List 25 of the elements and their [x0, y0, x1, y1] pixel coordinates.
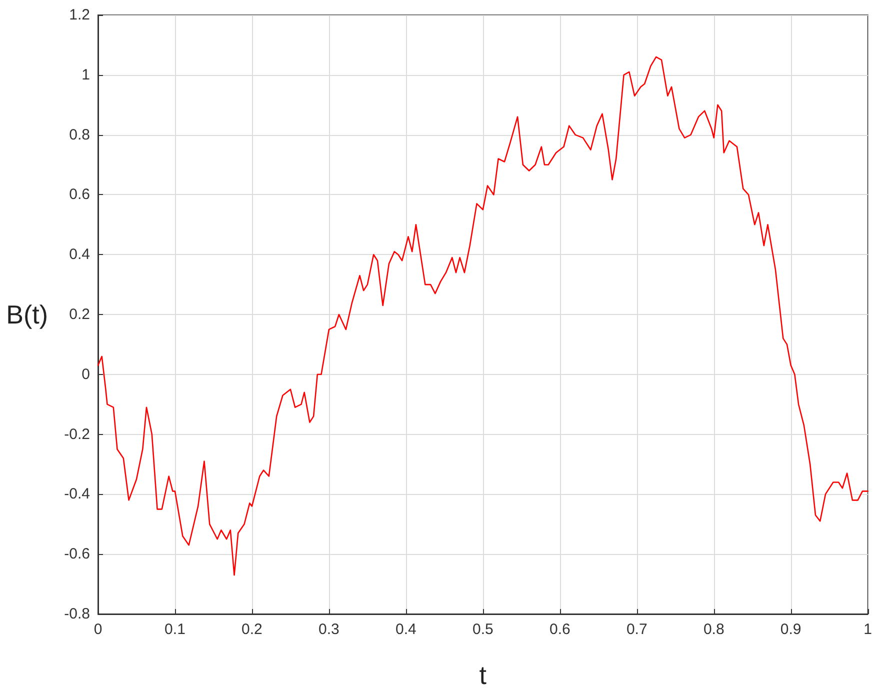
- x-tick-label: 0.9: [780, 621, 802, 638]
- x-tick-label: 0.4: [396, 621, 416, 638]
- line-series: [97, 56, 868, 576]
- x-tick-label: 1: [864, 621, 872, 638]
- x-axis-title: t: [479, 660, 488, 690]
- y-tick-label: 0.6: [69, 186, 90, 204]
- y-tick-label: -0.2: [64, 426, 90, 443]
- y-tick-label: 0.8: [69, 126, 90, 144]
- y-tick-label: -0.6: [64, 546, 90, 563]
- x-tick-label: 0.7: [626, 621, 648, 638]
- x-tick-label: 0.3: [318, 621, 340, 638]
- y-tick-label: -0.8: [64, 606, 90, 622]
- y-axis-title: B(t): [6, 300, 48, 330]
- x-tick-label: 0.6: [549, 621, 570, 638]
- x-tick-label: 0.2: [242, 621, 262, 638]
- y-tick-label: -0.4: [64, 486, 90, 503]
- x-tick-label: 0.5: [472, 621, 494, 638]
- y-tick-label: 0: [82, 366, 90, 383]
- x-tick-label: 0.8: [703, 621, 724, 638]
- x-tick-label: 0: [94, 621, 102, 638]
- y-tick-label: 1: [82, 66, 90, 84]
- y-tick-label: 0.4: [69, 246, 90, 264]
- y-tick-label: 0.2: [69, 306, 90, 323]
- y-tick-label: 1.2: [69, 6, 90, 24]
- x-tick-label: 0.1: [164, 621, 186, 638]
